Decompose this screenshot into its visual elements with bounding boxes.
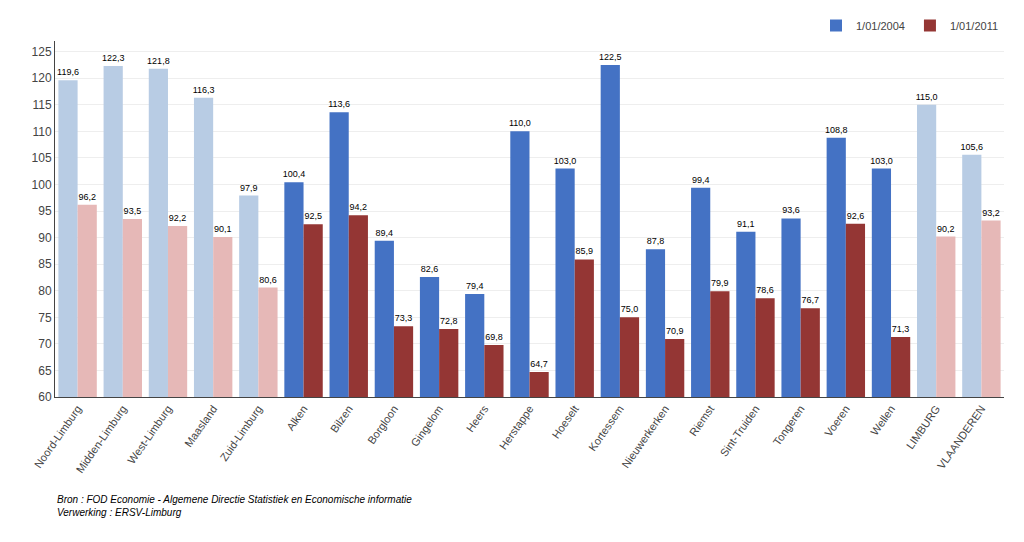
svg-text:79,9: 79,9 [711,278,729,288]
svg-text:Tongeren: Tongeren [771,403,807,447]
svg-text:Riemst: Riemst [687,403,716,438]
svg-text:115,0: 115,0 [916,92,938,102]
svg-text:79,4: 79,4 [466,281,484,291]
svg-text:121,8: 121,8 [147,56,170,66]
svg-text:82,6: 82,6 [421,264,439,274]
svg-text:78,6: 78,6 [756,285,774,295]
svg-text:75: 75 [38,311,52,325]
svg-text:Bilzen: Bilzen [328,403,355,434]
svg-text:60: 60 [38,390,52,404]
svg-text:73,3: 73,3 [395,313,413,323]
svg-text:Borgloon: Borgloon [365,403,400,446]
svg-text:Zuid-Limburg: Zuid-Limburg [217,403,264,463]
svg-text:113,6: 113,6 [328,99,350,109]
svg-text:105: 105 [32,151,52,165]
svg-text:Maasland: Maasland [182,403,219,449]
svg-text:116,3: 116,3 [193,85,215,95]
svg-text:100: 100 [32,178,52,192]
svg-text:69,8: 69,8 [485,332,503,342]
svg-text:65: 65 [38,364,52,378]
svg-text:110: 110 [32,125,51,139]
svg-text:1/01/2011: 1/01/2011 [950,20,998,32]
svg-text:80,6: 80,6 [259,275,277,285]
svg-text:91,1: 91,1 [737,219,755,229]
svg-text:VLAANDEREN: VLAANDEREN [935,403,988,471]
svg-text:120: 120 [32,71,52,85]
svg-text:99,4: 99,4 [692,175,710,185]
svg-text:92,5: 92,5 [304,211,322,221]
svg-text:Hoeselt: Hoeselt [550,403,581,440]
svg-text:Wellen: Wellen [868,403,897,437]
svg-text:70,9: 70,9 [666,326,684,336]
svg-text:Midden-Limburg: Midden-Limburg [74,403,129,475]
svg-text:93,2: 93,2 [982,208,1000,218]
svg-text:92,6: 92,6 [847,211,865,221]
svg-text:75,0: 75,0 [621,304,639,314]
svg-text:92,2: 92,2 [169,213,187,223]
svg-text:89,4: 89,4 [376,228,394,238]
svg-text:87,8: 87,8 [647,236,665,246]
svg-text:125: 125 [32,45,52,59]
svg-text:90,1: 90,1 [214,224,232,234]
svg-text:96,2: 96,2 [78,192,96,202]
svg-text:Sint-Truiden: Sint-Truiden [718,403,762,459]
svg-text:105,6: 105,6 [961,142,984,152]
svg-text:122,5: 122,5 [599,52,622,62]
svg-text:122,3: 122,3 [102,53,125,63]
svg-text:72,8: 72,8 [440,316,458,326]
svg-text:64,7: 64,7 [530,359,548,369]
svg-text:Kortessem: Kortessem [586,403,626,453]
svg-text:90,2: 90,2 [937,224,955,234]
svg-text:108,8: 108,8 [825,125,848,135]
svg-text:100,4: 100,4 [283,169,306,179]
svg-text:Heers: Heers [464,403,491,434]
svg-text:110,0: 110,0 [509,118,531,128]
svg-text:90: 90 [38,231,52,245]
svg-text:1/01/2004: 1/01/2004 [856,20,905,32]
svg-text:94,2: 94,2 [350,202,368,212]
svg-text:97,9: 97,9 [240,183,258,193]
svg-text:85,9: 85,9 [576,246,594,256]
svg-text:Bron : FOD Economie - Algemene: Bron : FOD Economie - Algemene Directie … [57,494,412,518]
svg-text:103,0: 103,0 [870,156,893,166]
svg-text:Gingelom: Gingelom [408,403,445,448]
svg-text:70: 70 [38,337,52,351]
svg-text:115: 115 [32,98,51,112]
svg-text:76,7: 76,7 [801,295,819,305]
svg-text:93,6: 93,6 [782,205,800,215]
svg-text:Noord-Limburg: Noord-Limburg [32,403,84,470]
svg-text:103,0: 103,0 [554,156,577,166]
svg-text:93,5: 93,5 [124,206,142,216]
svg-text:80: 80 [38,284,52,298]
svg-text:LIMBURG: LIMBURG [904,403,943,451]
svg-text:Nieuwerkerken: Nieuwerkerken [619,403,671,470]
svg-text:Voeren: Voeren [822,403,852,438]
svg-text:85: 85 [38,257,52,271]
svg-text:West-Limburg: West-Limburg [125,403,174,466]
svg-text:Herstappe: Herstappe [497,403,536,451]
svg-text:Alken: Alken [284,403,310,432]
svg-text:71,3: 71,3 [892,324,910,334]
svg-text:95: 95 [38,204,52,218]
svg-text:119,6: 119,6 [57,67,79,77]
